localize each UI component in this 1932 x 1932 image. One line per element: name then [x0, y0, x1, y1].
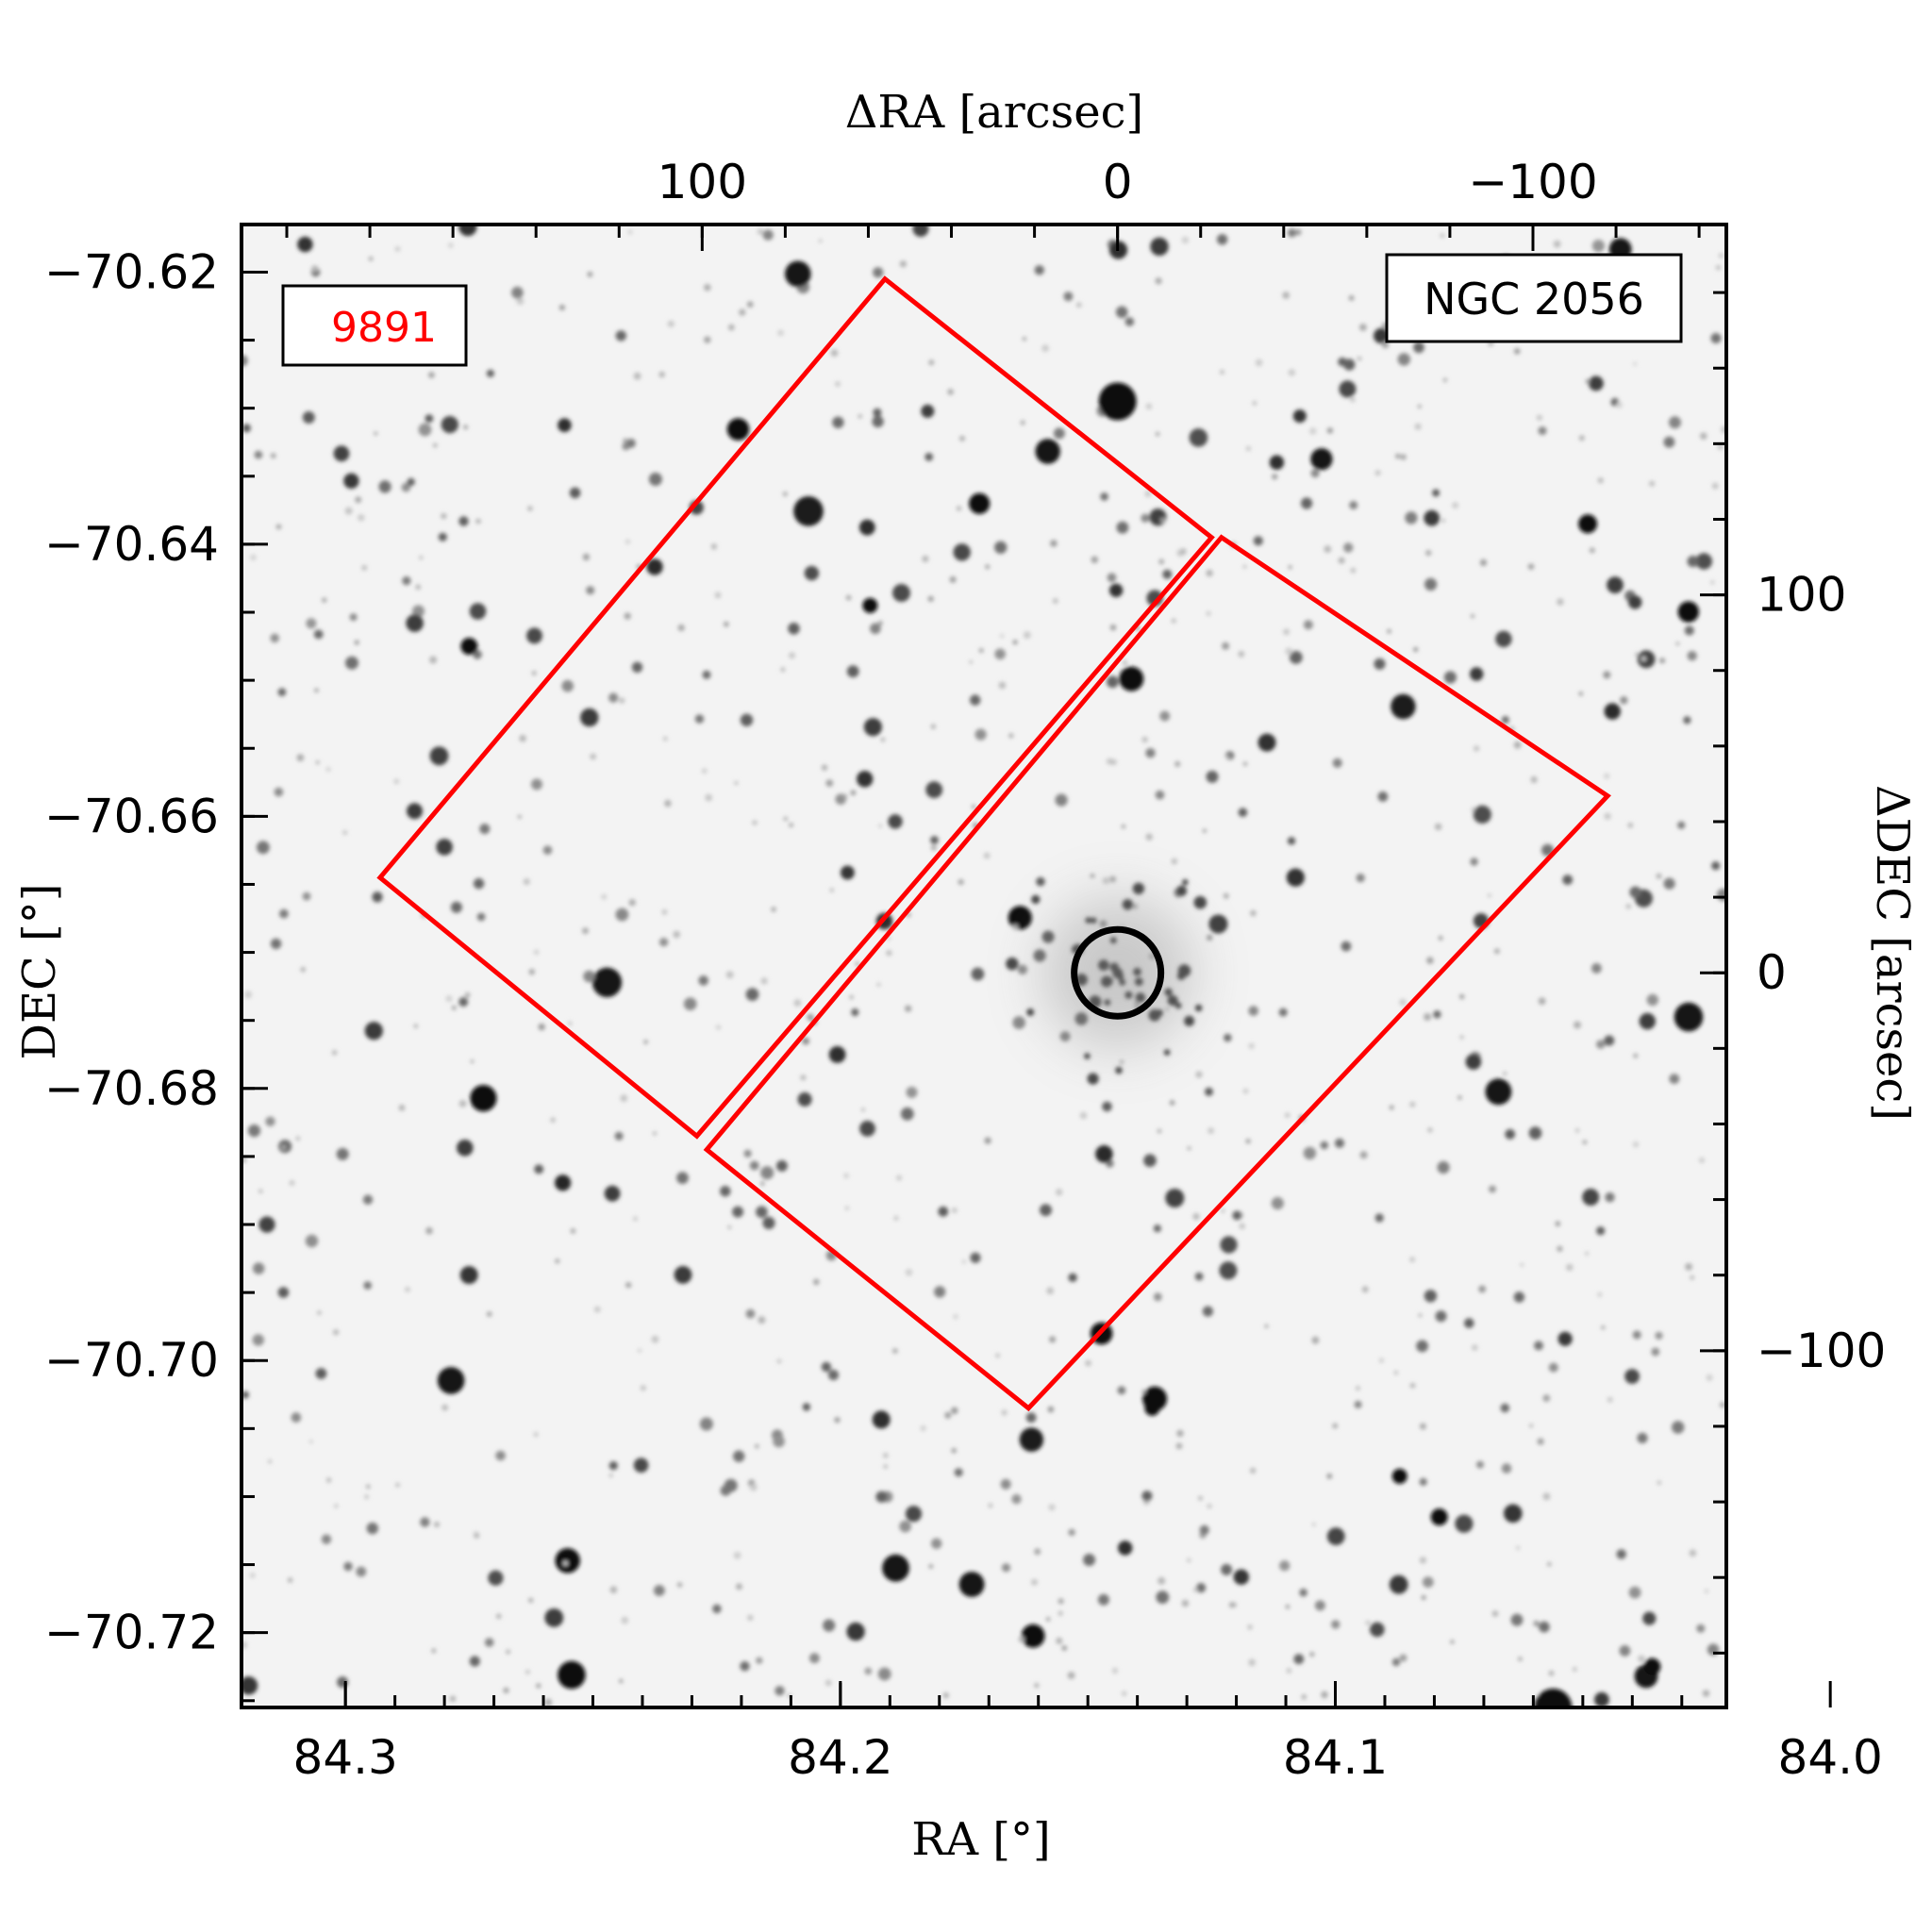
- bottom-axis-label: RA [°]: [911, 1813, 1051, 1866]
- dec-tick-label: −70.72: [44, 1606, 219, 1660]
- ra-tick-label: 84.3: [293, 1730, 398, 1785]
- dec-tick-label: −70.66: [44, 789, 219, 843]
- object-name-label: NGC 2056: [1424, 274, 1644, 325]
- left-axis-label: DEC [°]: [13, 884, 66, 1060]
- ra-tick-label: 84.2: [788, 1730, 892, 1785]
- cluster-glow: [1041, 897, 1193, 1049]
- hst-footprints: [376, 275, 1611, 1412]
- ra-tick-label: 84.0: [1778, 1730, 1883, 1785]
- right-axis-label: ΔDEC [arcsec]: [1866, 785, 1919, 1121]
- image-background: [242, 225, 1726, 1707]
- footprint-left-chip: [376, 275, 1215, 1140]
- delta-ra-tick-label: 100: [658, 155, 747, 209]
- cluster-center-circle: [1071, 925, 1165, 1020]
- bottom-axis-ticks: 84.3 84.2 84.1 84.0: [293, 1681, 1883, 1785]
- delta-dec-tick-label: 100: [1757, 568, 1846, 623]
- top-axis-label: ΔRA [arcsec]: [845, 86, 1144, 139]
- dec-tick-label: −70.68: [44, 1061, 219, 1116]
- delta-ra-tick-label: 0: [1103, 155, 1133, 209]
- dec-tick-label: −70.70: [44, 1333, 219, 1388]
- plot-frame: [240, 223, 1728, 1709]
- footprint-right-chip: [703, 534, 1611, 1412]
- program-id-label: 9891: [331, 304, 437, 352]
- delta-dec-tick-label: 0: [1757, 945, 1787, 1000]
- ra-tick-label: 84.1: [1283, 1730, 1388, 1785]
- program-id-box: 9891: [281, 284, 468, 367]
- dec-tick-label: −70.64: [44, 517, 219, 572]
- left-axis-ticks: −70.62 −70.64 −70.66 −70.68 −70.70 −70.72: [44, 244, 268, 1703]
- right-axis-ticks: 100 0 −100: [1700, 291, 1886, 1655]
- top-axis-ticks: 100 0 −100: [285, 155, 1701, 251]
- delta-dec-tick-label: −100: [1757, 1324, 1886, 1378]
- dec-tick-label: −70.62: [44, 244, 219, 299]
- star-field: [242, 225, 1726, 1707]
- delta-ra-tick-label: −100: [1468, 155, 1597, 209]
- object-name-box: NGC 2056: [1385, 253, 1683, 343]
